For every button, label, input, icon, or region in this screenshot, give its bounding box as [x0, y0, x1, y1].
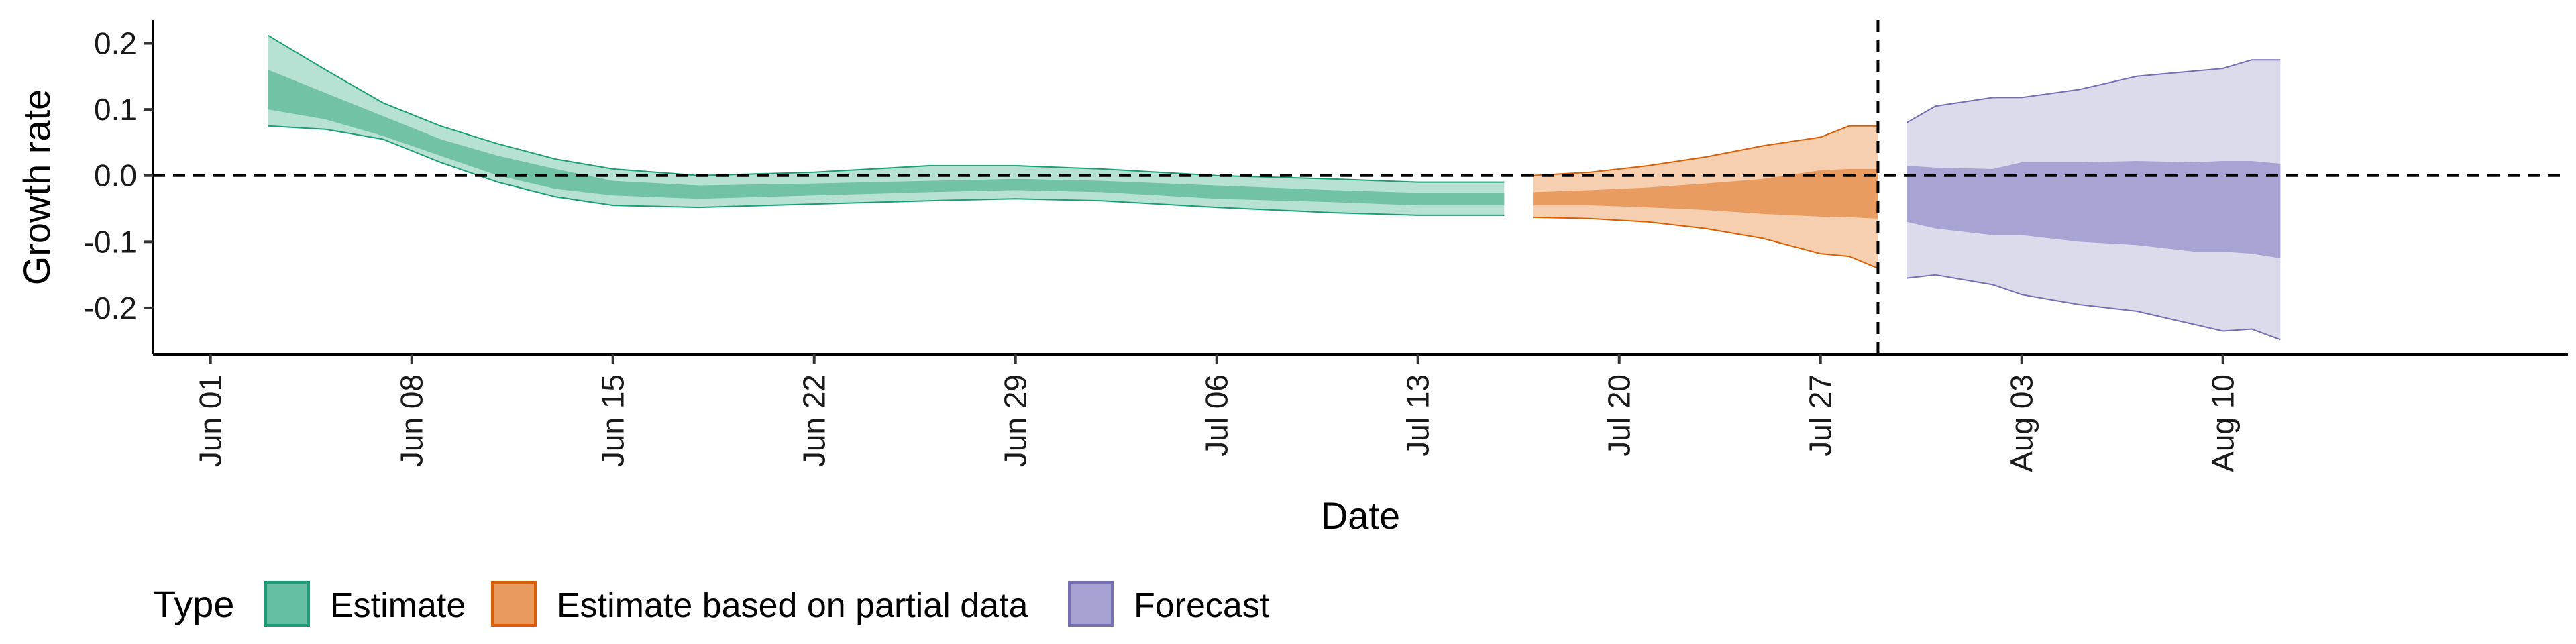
y-axis-title: Growth rate	[15, 89, 58, 286]
legend-swatch-forecast	[1068, 581, 1114, 627]
x-tick-label: Jul 27	[1803, 374, 1838, 457]
forecast-lower-edge	[1907, 274, 2281, 341]
bands-layer	[267, 34, 2281, 341]
legend: Type Estimate Estimate based on partial d…	[153, 581, 1270, 627]
x-axis-title: Date	[1321, 494, 1400, 537]
x-tick-label: Jun 15	[596, 374, 631, 467]
x-tick-label: Jun 01	[193, 374, 228, 467]
y-tick-label: 0.0	[94, 158, 137, 193]
forecast-upper-edge	[1906, 59, 2281, 123]
y-tick-label: -0.2	[84, 290, 137, 325]
legend-swatch-estimate-based-on-partial-data	[491, 581, 537, 627]
legend-swatch-estimate	[264, 581, 310, 627]
estimate-based-on-partial-data-upper-edge	[1533, 125, 1878, 176]
x-tick-label: Jun 08	[394, 374, 429, 467]
legend-label-estimate: Estimate	[330, 586, 466, 625]
x-tick-label: Jul 13	[1401, 374, 1436, 457]
estimate-inner-band	[268, 70, 1505, 206]
legend-label-forecast: Forecast	[1134, 586, 1270, 625]
y-tick-label: 0.1	[94, 92, 137, 127]
legend-label-estimate-based-on-partial-data: Estimate based on partial data	[557, 586, 1028, 625]
axes: 0.2 0.1 0.0 -0.1 -0.2 Jun 01 Jun 08 Jun 15 Jun 2…	[84, 20, 2568, 472]
x-tick-label: Aug 03	[2004, 374, 2039, 472]
estimate-outer-band	[268, 35, 1505, 215]
x-tick-label: Jul 20	[1602, 374, 1637, 457]
x-tick-label: Aug 10	[2206, 374, 2241, 472]
y-tick-label: -0.1	[84, 224, 137, 259]
forecast-inner-band	[1907, 161, 2281, 258]
estimate-lower-edge	[268, 125, 1505, 216]
x-tick-label: Jun 22	[797, 374, 832, 467]
estimate-based-on-partial-data-lower-edge	[1533, 216, 1878, 269]
estimate-upper-edge	[267, 34, 1505, 183]
y-tick-label: 0.2	[94, 26, 137, 61]
reference-lines	[153, 20, 2568, 354]
x-tick-label: Jul 06	[1199, 374, 1234, 457]
x-tick-label: Jun 29	[998, 374, 1033, 467]
estimate-based-on-partial-data-inner-band	[1533, 168, 1878, 219]
legend-title: Type	[153, 583, 234, 625]
